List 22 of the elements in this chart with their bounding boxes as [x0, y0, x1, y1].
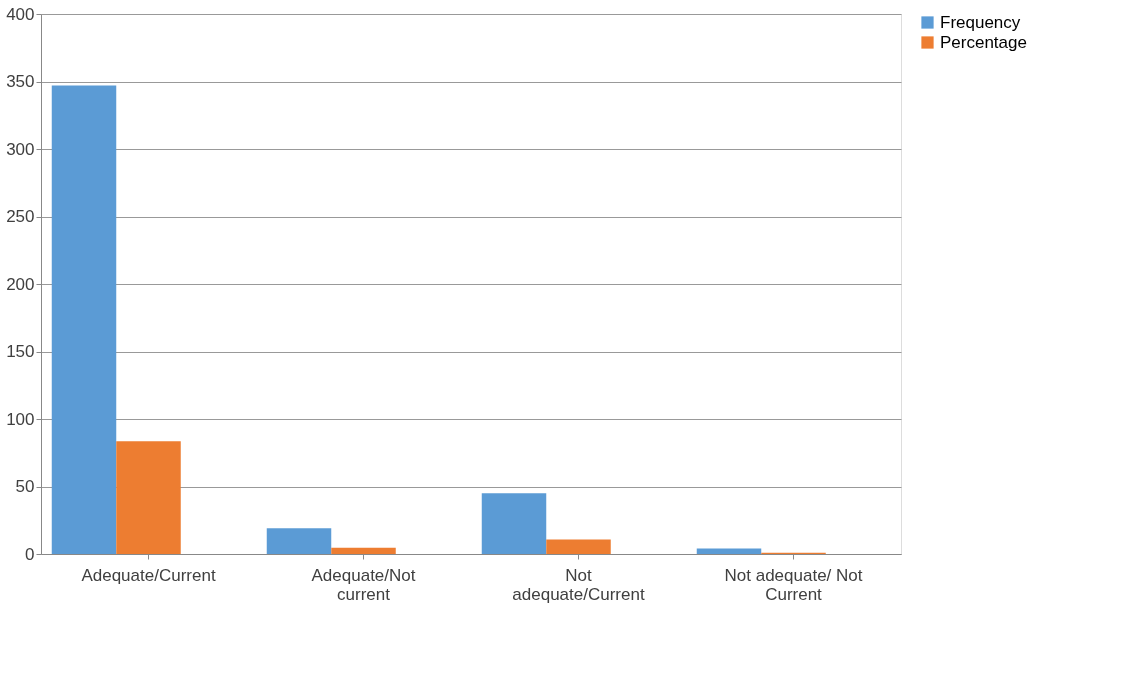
y-tick-label: 0 [25, 544, 35, 564]
bar [696, 548, 762, 554]
bar [51, 85, 117, 554]
y-tick-label: 250 [6, 207, 35, 226]
y-tick-label: 400 [6, 4, 35, 24]
y-tick-label: 150 [6, 342, 35, 361]
y-tick-label: 300 [6, 139, 35, 159]
bar [331, 547, 396, 554]
bar [266, 528, 332, 554]
x-tick-label: Adequate/Not current [311, 565, 416, 604]
x-tick-label: Not adequate/ Not Current [724, 565, 863, 604]
legend-label: Percentage [940, 32, 1027, 52]
y-tick-label: 200 [6, 274, 35, 294]
x-tick-label: Not adequate/Current [512, 565, 645, 604]
y-tick-label: 50 [15, 477, 35, 496]
bar [481, 493, 547, 554]
y-tick-label: 350 [6, 72, 35, 91]
y-tick-label: 100 [6, 409, 35, 429]
x-tick-label: Adequate/Current [81, 565, 216, 585]
bar [116, 441, 181, 554]
legend-label: Frequency [940, 12, 1021, 32]
bar [546, 539, 611, 554]
